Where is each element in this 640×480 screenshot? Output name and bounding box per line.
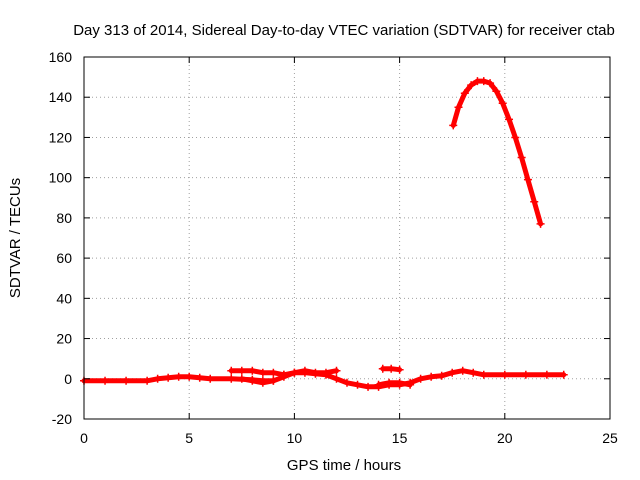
x-tick-label: 20 — [497, 430, 513, 446]
data-point — [479, 77, 488, 86]
data-point — [479, 370, 488, 379]
y-tick-label: 140 — [49, 89, 73, 105]
data-point — [500, 370, 509, 379]
y-tick-label: 100 — [49, 170, 73, 186]
data-point — [164, 373, 173, 382]
data-point — [536, 219, 545, 228]
y-tick-label: 20 — [56, 331, 72, 347]
data-point — [364, 382, 373, 391]
data-point — [542, 370, 551, 379]
data-point — [227, 374, 236, 383]
chart-title: Day 313 of 2014, Sidereal Day-to-day VTE… — [73, 22, 615, 39]
y-tick-label: 40 — [56, 290, 72, 306]
data-point — [460, 89, 469, 98]
data-point — [332, 374, 341, 383]
x-tick-label: 10 — [287, 430, 303, 446]
series-line-segment-8h-low — [239, 376, 276, 386]
data-point — [406, 380, 415, 389]
plot-frame — [83, 56, 611, 420]
data-point — [395, 378, 404, 387]
series-line-segment-15h — [376, 380, 413, 388]
data-point — [448, 368, 457, 377]
data-point — [378, 364, 387, 373]
data-point — [454, 103, 463, 112]
data-point — [321, 368, 330, 377]
y-tick-label: 60 — [56, 250, 72, 266]
y-tick-label: 120 — [49, 129, 73, 145]
data-point — [185, 372, 194, 381]
data-point — [248, 366, 257, 375]
x-tick-label: 15 — [392, 430, 408, 446]
data-point — [332, 366, 341, 375]
data-point — [449, 121, 458, 130]
axis-ticks — [83, 56, 611, 420]
data-point — [498, 99, 507, 108]
data-point — [206, 374, 215, 383]
data-point — [153, 374, 162, 383]
data-point — [258, 368, 267, 377]
data-point — [258, 378, 267, 387]
data-point — [492, 87, 501, 96]
data-point — [416, 374, 425, 383]
y-tick-label: 80 — [56, 210, 72, 226]
data-point — [122, 376, 131, 385]
x-tick-label: 0 — [80, 430, 88, 446]
series-group — [80, 77, 568, 391]
data-point — [248, 376, 257, 385]
data-point — [469, 368, 478, 377]
data-point — [300, 366, 309, 375]
tick-labels: 0 5 10 15 20 25 -20 0 20 40 60 80 100 120 140 160 — [49, 49, 618, 446]
data-point — [374, 380, 383, 389]
data-point — [505, 115, 514, 124]
data-point — [279, 370, 288, 379]
data-point — [395, 365, 404, 374]
x-tick-label: 25 — [602, 430, 618, 446]
data-point — [523, 175, 532, 184]
data-point — [385, 378, 394, 387]
data-point — [237, 366, 246, 375]
data-point — [311, 368, 320, 377]
data-point — [174, 372, 183, 381]
y-axis-label: SDTVAR / TECUs — [7, 178, 24, 298]
data-point — [343, 378, 351, 387]
data-point — [269, 368, 278, 377]
data-point — [467, 81, 476, 90]
data-point — [353, 380, 362, 389]
data-point — [387, 364, 396, 373]
x-tick-label: 5 — [185, 430, 193, 446]
data-point — [511, 133, 520, 142]
data-point — [521, 370, 530, 379]
data-point — [227, 366, 236, 375]
data-point — [195, 373, 204, 382]
data-point — [269, 376, 278, 385]
data-point — [559, 370, 568, 379]
data-point — [237, 374, 246, 383]
data-point — [517, 153, 526, 162]
y-tick-label: 160 — [49, 49, 73, 65]
data-point — [290, 368, 299, 377]
data-point — [101, 376, 110, 385]
y-tick-label: 0 — [64, 371, 72, 387]
data-point — [530, 197, 539, 206]
y-tick-label: -20 — [52, 411, 72, 427]
data-point — [486, 79, 495, 88]
x-axis-label: GPS time / hours — [287, 457, 401, 474]
grid — [84, 57, 610, 419]
data-point — [458, 366, 467, 375]
data-point — [427, 372, 436, 381]
series-line-arc — [450, 78, 544, 227]
data-point — [437, 371, 446, 380]
data-point — [143, 376, 152, 385]
